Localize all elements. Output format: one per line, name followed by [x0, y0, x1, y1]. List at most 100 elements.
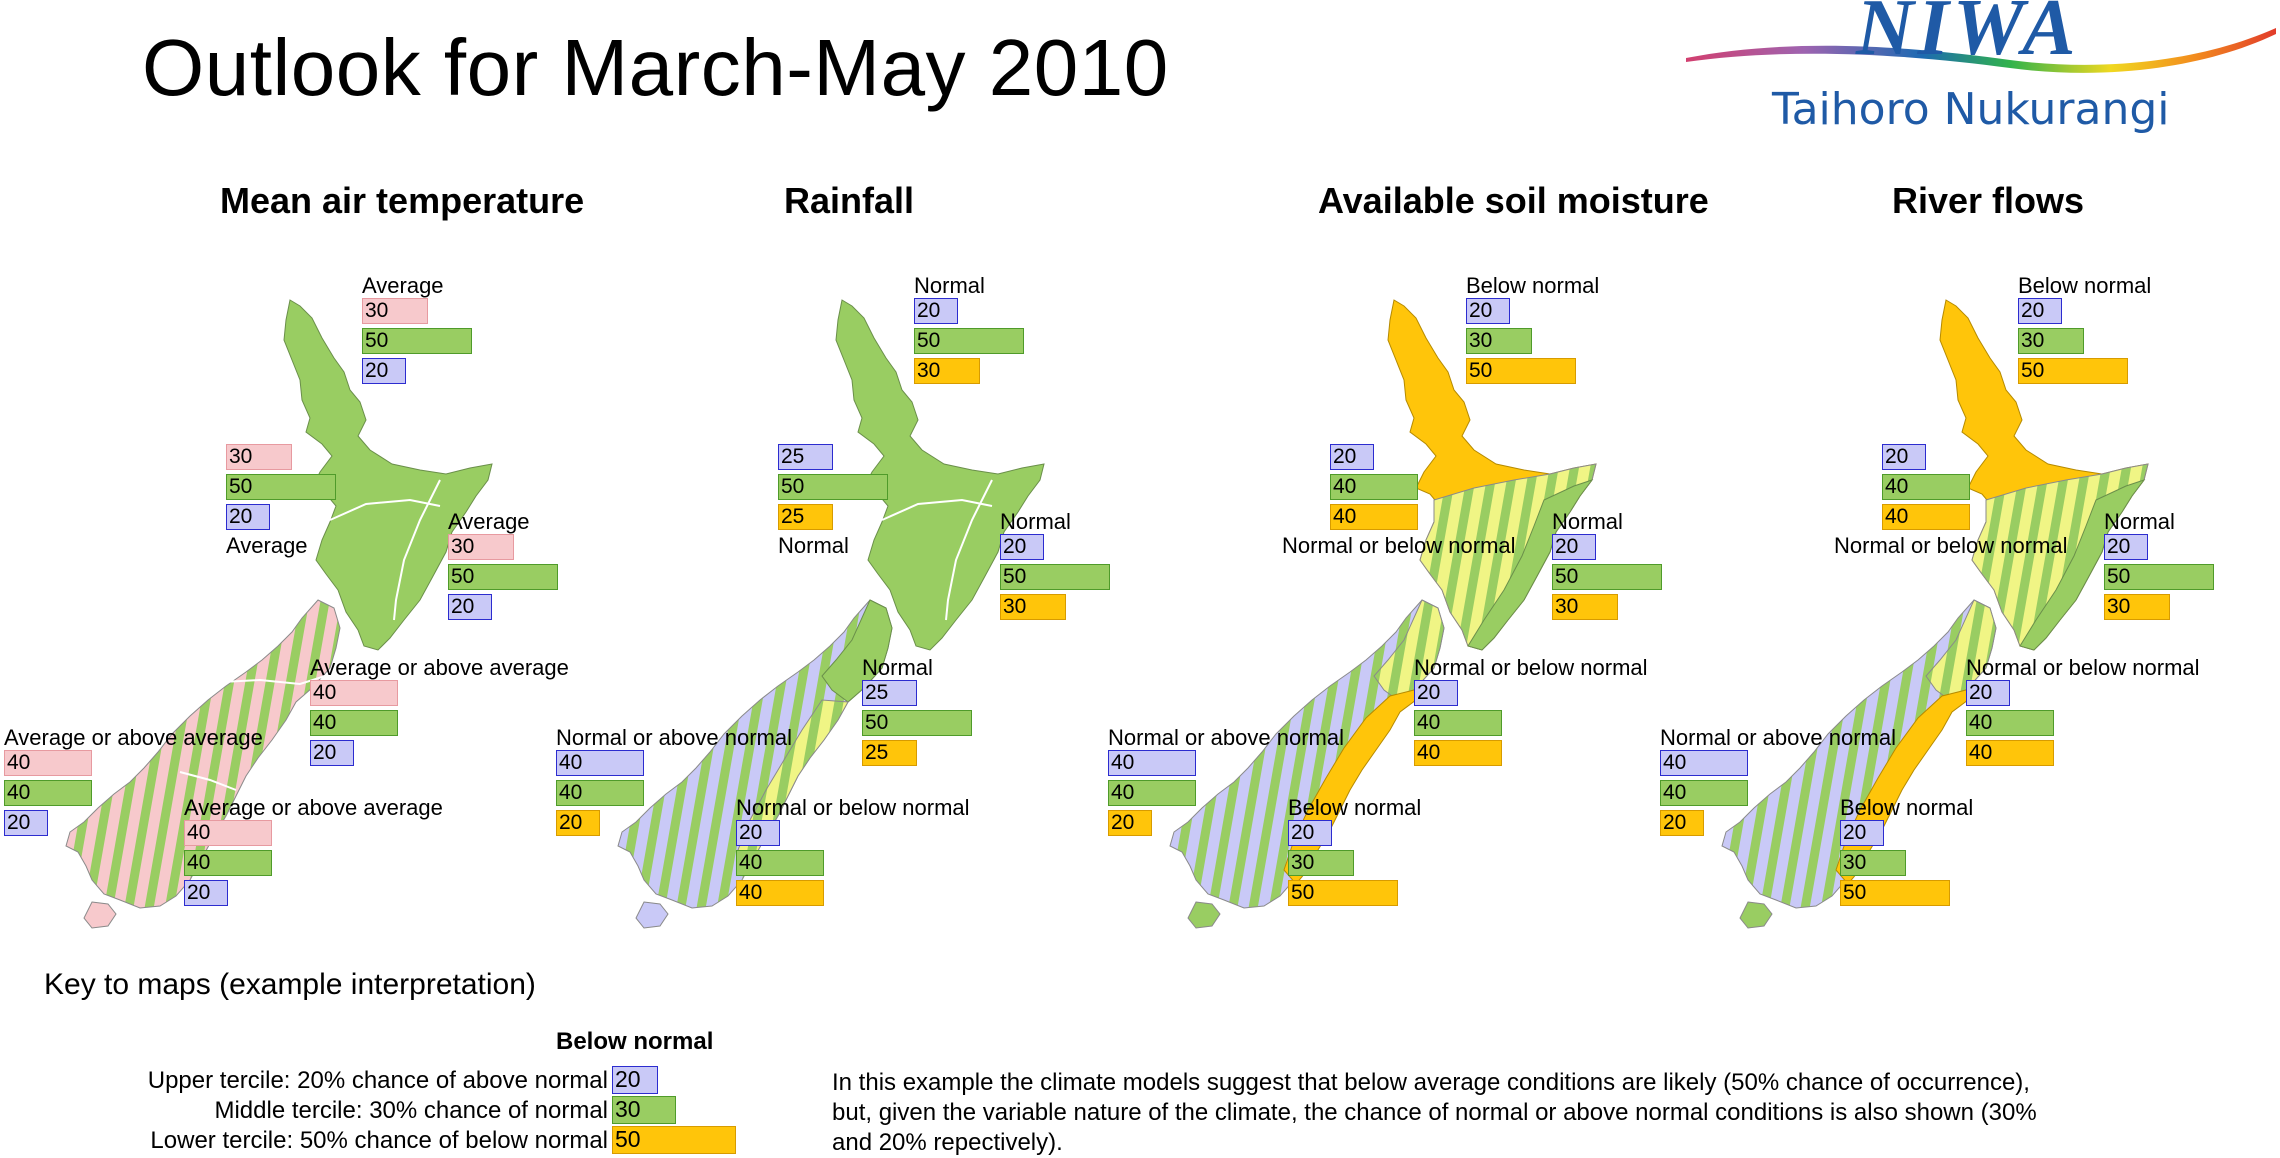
- key-line-middle: Middle tercile: 30% chance of normal: [214, 1097, 608, 1124]
- tercile-box: 20: [1466, 298, 1510, 324]
- tercile-box: 20: [1660, 810, 1704, 836]
- tercile-box: 20: [1882, 444, 1926, 470]
- tercile-box: 20: [184, 880, 228, 906]
- tercile-box: 40: [1966, 740, 2054, 766]
- tercile-box: 20: [1966, 680, 2010, 706]
- tercile-box: 25: [778, 444, 833, 470]
- page-title: Outlook for March-May 2010: [142, 23, 1169, 112]
- tercile-box: 40: [1966, 710, 2054, 736]
- region-label: Average: [226, 533, 308, 558]
- tercile-box: 20: [1108, 810, 1152, 836]
- tercile-box: 25: [778, 504, 833, 530]
- tercile-box: 50: [448, 564, 558, 590]
- tercile-box: 20: [736, 820, 780, 846]
- tercile-box: 20: [1330, 444, 1374, 470]
- logo-subtitle: Taihoro Nukurangi: [1772, 84, 2170, 135]
- key-example-title: Below normal: [556, 1028, 714, 1055]
- tercile-box: 40: [184, 820, 272, 846]
- tercile-box: 20: [1840, 820, 1884, 846]
- tercile-box: 25: [862, 740, 917, 766]
- key-box-lower: 50: [612, 1126, 736, 1154]
- tercile-box: 50: [862, 710, 972, 736]
- tercile-box: 50: [226, 474, 336, 500]
- key-box-middle: 30: [612, 1096, 676, 1124]
- tercile-box: 30: [1288, 850, 1354, 876]
- region-label: Normal or below normal: [1282, 533, 1516, 558]
- tercile-box: 20: [310, 740, 354, 766]
- tercile-box: 30: [2018, 328, 2084, 354]
- tercile-box: 40: [1330, 474, 1418, 500]
- tercile-box: 40: [4, 750, 92, 776]
- tercile-box: 50: [1552, 564, 1662, 590]
- tercile-box: 40: [556, 780, 644, 806]
- tercile-box: 20: [362, 358, 406, 384]
- tercile-box: 40: [1108, 750, 1196, 776]
- region-label: Normal: [862, 655, 933, 680]
- map-temperature: [65, 299, 493, 929]
- region-label: Below normal: [1466, 273, 1600, 298]
- tercile-box: 50: [2018, 358, 2128, 384]
- tercile-box: 40: [310, 680, 398, 706]
- tercile-box: 50: [1840, 880, 1950, 906]
- tercile-box: 30: [1552, 594, 1618, 620]
- tercile-box: 50: [1000, 564, 1110, 590]
- tercile-box: 40: [1882, 474, 1970, 500]
- map-title-temperature: Mean air temperature: [220, 180, 585, 221]
- region-label: Normal or below normal: [1414, 655, 1648, 680]
- tercile-box: 40: [310, 710, 398, 736]
- region-label: Below normal: [1288, 795, 1422, 820]
- tercile-box: 50: [1288, 880, 1398, 906]
- tercile-box: 40: [4, 780, 92, 806]
- key-box-upper: 20: [612, 1066, 658, 1094]
- tercile-box: 40: [736, 880, 824, 906]
- region-label: Normal: [1552, 509, 1623, 534]
- region-label: Normal or above normal: [1660, 725, 1896, 750]
- tercile-box: 30: [1000, 594, 1066, 620]
- region-label: Normal or below normal: [1966, 655, 2200, 680]
- tercile-box: 40: [1414, 710, 1502, 736]
- tercile-box: 40: [1414, 740, 1502, 766]
- key-line-lower: Lower tercile: 50% chance of below norma…: [150, 1127, 608, 1154]
- tercile-box: 40: [1330, 504, 1418, 530]
- niwa-logo-icon: NIWA: [1686, 0, 2276, 73]
- tercile-box: 20: [226, 504, 270, 530]
- tercile-box: 30: [914, 358, 980, 384]
- tercile-box: 40: [1882, 504, 1970, 530]
- region-label: Average or above average: [310, 655, 569, 680]
- tercile-box: 40: [184, 850, 272, 876]
- region-label: Normal: [2104, 509, 2175, 534]
- region-label: Below normal: [1840, 795, 1974, 820]
- region-label: Average: [362, 273, 444, 298]
- tercile-box: 30: [1840, 850, 1906, 876]
- tercile-box: 30: [226, 444, 292, 470]
- tercile-box: 20: [556, 810, 600, 836]
- map-rainfall: [617, 299, 1045, 929]
- region-label: Average or above average: [4, 725, 263, 750]
- tercile-box: 40: [556, 750, 644, 776]
- tercile-box: 30: [2104, 594, 2170, 620]
- region-label: Normal: [1000, 509, 1071, 534]
- logo-wordmark: NIWA: [1855, 0, 2079, 72]
- region-label: Normal or below normal: [1834, 533, 2068, 558]
- tercile-box: 30: [362, 298, 428, 324]
- tercile-box: 20: [2104, 534, 2148, 560]
- tercile-box: 20: [2018, 298, 2062, 324]
- tercile-box: 25: [862, 680, 917, 706]
- tercile-box: 30: [448, 534, 514, 560]
- region-label: Normal or above normal: [556, 725, 792, 750]
- tercile-box: 20: [1288, 820, 1332, 846]
- region-label: Normal: [914, 273, 985, 298]
- tercile-box: 20: [448, 594, 492, 620]
- tercile-box: 20: [1000, 534, 1044, 560]
- tercile-box: 50: [914, 328, 1024, 354]
- tercile-box: 40: [1660, 780, 1748, 806]
- key-explanation: In this example the climate models sugge…: [832, 1069, 2037, 1156]
- tercile-box: 50: [1466, 358, 1576, 384]
- tercile-box: 30: [1466, 328, 1532, 354]
- region-label: Normal: [778, 533, 849, 558]
- tercile-box: 50: [2104, 564, 2214, 590]
- key-heading: Key to maps (example interpretation): [44, 968, 536, 1001]
- map-title-soil-moisture: Available soil moisture: [1318, 180, 1709, 221]
- tercile-box: 20: [914, 298, 958, 324]
